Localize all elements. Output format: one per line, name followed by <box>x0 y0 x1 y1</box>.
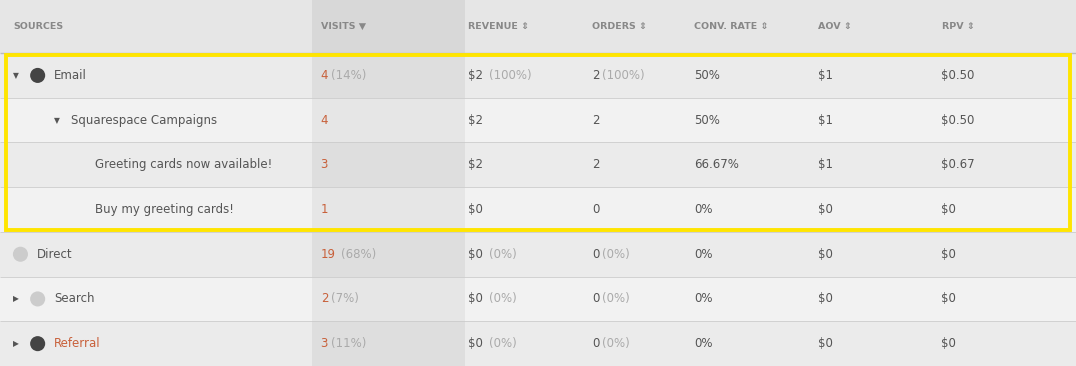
Text: 0%: 0% <box>694 292 712 306</box>
Text: 66.67%: 66.67% <box>694 158 739 171</box>
Text: 3: 3 <box>321 158 328 171</box>
Text: Greeting cards now available!: Greeting cards now available! <box>95 158 272 171</box>
Bar <box>312 98 465 142</box>
Text: (100%): (100%) <box>489 69 532 82</box>
Text: 2: 2 <box>321 292 328 306</box>
Text: 50%: 50% <box>694 69 720 82</box>
Bar <box>312 0 465 53</box>
Ellipse shape <box>30 68 45 83</box>
Text: $0: $0 <box>818 292 833 306</box>
Text: (100%): (100%) <box>603 69 645 82</box>
Text: $0: $0 <box>942 292 957 306</box>
Text: $0: $0 <box>468 248 483 261</box>
Text: $0: $0 <box>468 337 483 350</box>
Ellipse shape <box>13 247 28 262</box>
Bar <box>312 277 465 321</box>
Bar <box>312 53 465 98</box>
Text: $0: $0 <box>818 203 833 216</box>
Text: 0: 0 <box>592 337 599 350</box>
Text: ▼: ▼ <box>54 116 59 125</box>
Text: ORDERS ⇕: ORDERS ⇕ <box>592 22 647 31</box>
Text: (11%): (11%) <box>331 337 366 350</box>
Text: (68%): (68%) <box>341 248 377 261</box>
Text: (14%): (14%) <box>331 69 366 82</box>
Bar <box>0 0 1076 53</box>
Bar <box>0 277 1076 321</box>
Text: 1: 1 <box>321 203 328 216</box>
Text: $0: $0 <box>468 203 483 216</box>
Text: ▼: ▼ <box>13 71 18 80</box>
Text: AOV ⇕: AOV ⇕ <box>818 22 851 31</box>
Text: Squarespace Campaigns: Squarespace Campaigns <box>71 113 217 127</box>
Text: 0: 0 <box>592 203 599 216</box>
Text: $1: $1 <box>818 158 833 171</box>
Text: $0.50: $0.50 <box>942 69 975 82</box>
Text: $1: $1 <box>818 69 833 82</box>
Bar <box>312 321 465 366</box>
Text: (0%): (0%) <box>489 248 516 261</box>
Bar <box>0 232 1076 277</box>
Bar <box>312 232 465 277</box>
Text: 0%: 0% <box>694 337 712 350</box>
Text: $1: $1 <box>818 113 833 127</box>
Text: $0: $0 <box>468 292 483 306</box>
Text: $2: $2 <box>468 69 483 82</box>
Text: SOURCES: SOURCES <box>13 22 63 31</box>
Text: $0: $0 <box>942 248 957 261</box>
Text: (0%): (0%) <box>489 337 516 350</box>
Text: 50%: 50% <box>694 113 720 127</box>
Text: 19: 19 <box>321 248 336 261</box>
Bar <box>0 187 1076 232</box>
Text: $0: $0 <box>942 203 957 216</box>
Text: 0: 0 <box>592 248 599 261</box>
Text: 2: 2 <box>592 69 599 82</box>
Ellipse shape <box>30 336 45 351</box>
Text: Buy my greeting cards!: Buy my greeting cards! <box>95 203 233 216</box>
Bar <box>6 55 1070 230</box>
Text: Referral: Referral <box>54 337 100 350</box>
Ellipse shape <box>30 291 45 306</box>
Text: 3: 3 <box>321 337 328 350</box>
Text: 0%: 0% <box>694 248 712 261</box>
Text: 4: 4 <box>321 69 328 82</box>
Text: $0.67: $0.67 <box>942 158 975 171</box>
Text: VISITS ▼: VISITS ▼ <box>321 22 366 31</box>
Text: ▶: ▶ <box>13 294 18 303</box>
Text: 0: 0 <box>592 292 599 306</box>
Text: CONV. RATE ⇕: CONV. RATE ⇕ <box>694 22 768 31</box>
Text: 0%: 0% <box>694 203 712 216</box>
Text: RPV ⇕: RPV ⇕ <box>942 22 975 31</box>
Text: (0%): (0%) <box>603 292 629 306</box>
Text: $0: $0 <box>942 337 957 350</box>
Bar <box>0 321 1076 366</box>
Bar <box>0 98 1076 142</box>
Text: ▶: ▶ <box>13 339 18 348</box>
Text: REVENUE ⇕: REVENUE ⇕ <box>468 22 529 31</box>
Text: (0%): (0%) <box>603 337 629 350</box>
Bar <box>312 187 465 232</box>
Text: $0.50: $0.50 <box>942 113 975 127</box>
Text: $0: $0 <box>818 337 833 350</box>
Text: $2: $2 <box>468 158 483 171</box>
Bar <box>0 53 1076 98</box>
Text: (7%): (7%) <box>331 292 358 306</box>
Bar <box>312 142 465 187</box>
Text: $2: $2 <box>468 113 483 127</box>
Text: Email: Email <box>54 69 87 82</box>
Bar <box>0 142 1076 187</box>
Text: 2: 2 <box>592 113 599 127</box>
Text: $0: $0 <box>818 248 833 261</box>
Text: (0%): (0%) <box>603 248 629 261</box>
Text: Search: Search <box>54 292 95 306</box>
Text: 4: 4 <box>321 113 328 127</box>
Text: Direct: Direct <box>37 248 72 261</box>
Text: (0%): (0%) <box>489 292 516 306</box>
Text: 2: 2 <box>592 158 599 171</box>
